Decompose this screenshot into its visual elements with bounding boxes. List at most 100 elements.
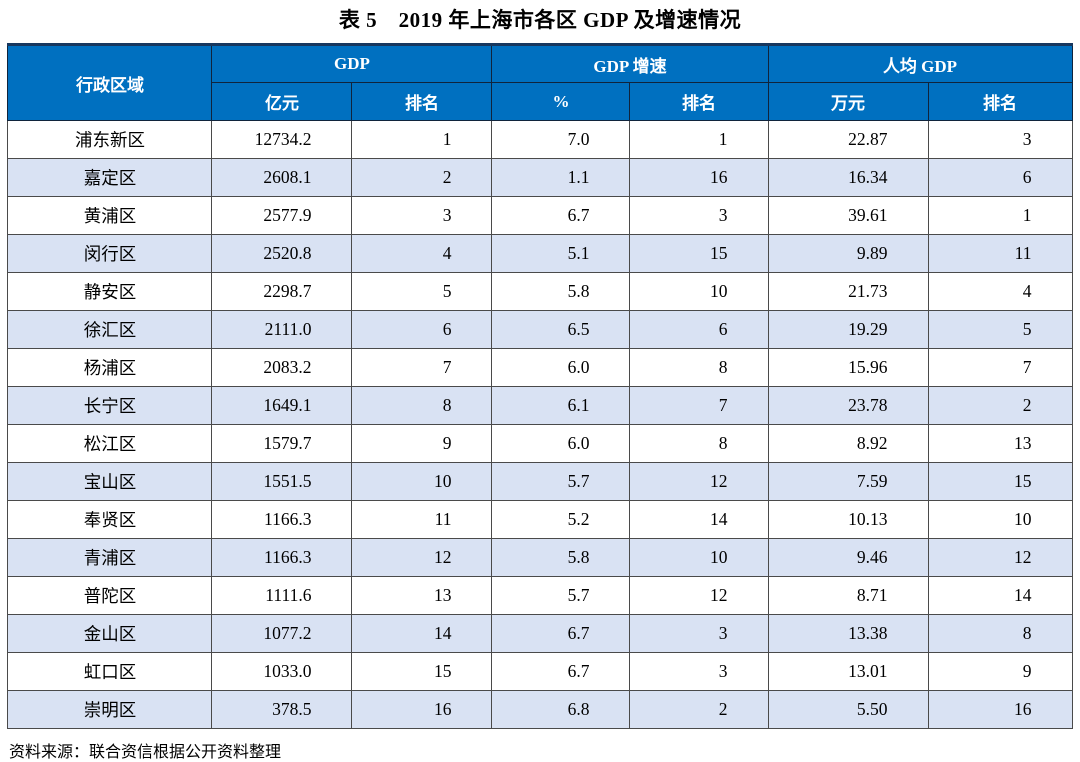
per-capita-rank-cell: 7 — [927, 348, 1073, 387]
gdp-rank-cell: 7 — [351, 348, 493, 387]
table-row: 浦东新区 12734.2 1 7.0 1 22.87 3 — [7, 120, 1073, 159]
growth-value-cell: 6.7 — [491, 196, 631, 235]
header-region: 行政区域 — [7, 44, 213, 121]
gdp-rank-cell: 13 — [351, 576, 493, 615]
gdp-rank-cell: 3 — [351, 196, 493, 235]
per-capita-value-cell: 22.87 — [767, 120, 929, 159]
table-row: 杨浦区 2083.2 7 6.0 8 15.96 7 — [7, 348, 1073, 387]
per-capita-value-cell: 16.34 — [767, 158, 929, 197]
subheader-gdp-unit: 亿元 — [211, 82, 353, 121]
table-body: 浦东新区 12734.2 1 7.0 1 22.87 3 嘉定区 2608.1 … — [7, 120, 1073, 729]
gdp-rank-cell: 11 — [351, 500, 493, 539]
growth-rank-cell: 3 — [629, 652, 769, 691]
table-header: 行政区域 GDP GDP 增速 人均 GDP 亿元 排名 % 排名 万元 排名 — [7, 44, 1073, 121]
growth-value-cell: 5.2 — [491, 500, 631, 539]
gdp-rank-cell: 12 — [351, 538, 493, 577]
growth-rank-cell: 2 — [629, 690, 769, 729]
per-capita-value-cell: 10.13 — [767, 500, 929, 539]
gdp-rank-cell: 8 — [351, 386, 493, 425]
region-cell: 嘉定区 — [7, 158, 213, 197]
region-cell: 宝山区 — [7, 462, 213, 501]
growth-value-cell: 6.5 — [491, 310, 631, 349]
gdp-rank-cell: 1 — [351, 120, 493, 159]
gdp-value-cell: 1033.0 — [211, 652, 353, 691]
growth-rank-cell: 3 — [629, 614, 769, 653]
region-cell: 长宁区 — [7, 386, 213, 425]
growth-rank-cell: 6 — [629, 310, 769, 349]
per-capita-rank-cell: 14 — [927, 576, 1073, 615]
table-row: 崇明区 378.5 16 6.8 2 5.50 16 — [7, 690, 1073, 729]
subheader-growth-unit: % — [491, 82, 631, 121]
gdp-rank-cell: 14 — [351, 614, 493, 653]
per-capita-value-cell: 5.50 — [767, 690, 929, 729]
growth-rank-cell: 7 — [629, 386, 769, 425]
growth-rank-cell: 10 — [629, 538, 769, 577]
per-capita-rank-cell: 12 — [927, 538, 1073, 577]
per-capita-value-cell: 39.61 — [767, 196, 929, 235]
subheader-per-capita-rank: 排名 — [927, 82, 1073, 121]
gdp-rank-cell: 16 — [351, 690, 493, 729]
gdp-rank-cell: 15 — [351, 652, 493, 691]
growth-value-cell: 5.8 — [491, 538, 631, 577]
region-cell: 金山区 — [7, 614, 213, 653]
growth-value-cell: 7.0 — [491, 120, 631, 159]
region-cell: 闵行区 — [7, 234, 213, 273]
per-capita-rank-cell: 6 — [927, 158, 1073, 197]
subheader-per-capita-unit: 万元 — [767, 82, 929, 121]
gdp-value-cell: 2111.0 — [211, 310, 353, 349]
gdp-value-cell: 1579.7 — [211, 424, 353, 463]
growth-value-cell: 6.7 — [491, 652, 631, 691]
per-capita-value-cell: 13.01 — [767, 652, 929, 691]
growth-rank-cell: 1 — [629, 120, 769, 159]
per-capita-rank-cell: 9 — [927, 652, 1073, 691]
per-capita-rank-cell: 8 — [927, 614, 1073, 653]
gdp-value-cell: 2577.9 — [211, 196, 353, 235]
per-capita-value-cell: 7.59 — [767, 462, 929, 501]
gdp-value-cell: 1166.3 — [211, 500, 353, 539]
region-cell: 松江区 — [7, 424, 213, 463]
growth-value-cell: 6.1 — [491, 386, 631, 425]
growth-value-cell: 5.7 — [491, 576, 631, 615]
growth-rank-cell: 3 — [629, 196, 769, 235]
table-row: 金山区 1077.2 14 6.7 3 13.38 8 — [7, 614, 1073, 653]
per-capita-rank-cell: 2 — [927, 386, 1073, 425]
growth-value-cell: 5.8 — [491, 272, 631, 311]
region-cell: 崇明区 — [7, 690, 213, 729]
gdp-rank-cell: 9 — [351, 424, 493, 463]
table-row: 嘉定区 2608.1 2 1.1 16 16.34 6 — [7, 158, 1073, 197]
region-cell: 徐汇区 — [7, 310, 213, 349]
per-capita-value-cell: 19.29 — [767, 310, 929, 349]
growth-rank-cell: 8 — [629, 424, 769, 463]
gdp-rank-cell: 6 — [351, 310, 493, 349]
per-capita-rank-cell: 13 — [927, 424, 1073, 463]
growth-rank-cell: 8 — [629, 348, 769, 387]
per-capita-value-cell: 8.71 — [767, 576, 929, 615]
gdp-value-cell: 2608.1 — [211, 158, 353, 197]
growth-rank-cell: 12 — [629, 462, 769, 501]
growth-value-cell: 5.1 — [491, 234, 631, 273]
growth-rank-cell: 15 — [629, 234, 769, 273]
per-capita-rank-cell: 11 — [927, 234, 1073, 273]
source-note: 资料来源：联合资信根据公开资料整理 — [9, 744, 282, 761]
per-capita-value-cell: 21.73 — [767, 272, 929, 311]
per-capita-rank-cell: 10 — [927, 500, 1073, 539]
growth-rank-cell: 12 — [629, 576, 769, 615]
table-row: 静安区 2298.7 5 5.8 10 21.73 4 — [7, 272, 1073, 311]
gdp-rank-cell: 4 — [351, 234, 493, 273]
growth-value-cell: 6.0 — [491, 424, 631, 463]
region-cell: 普陀区 — [7, 576, 213, 615]
table-title: 表 5 2019 年上海市各区 GDP 及增速情况 — [338, 8, 742, 32]
header-group-gdp: GDP — [211, 44, 493, 83]
per-capita-rank-cell: 4 — [927, 272, 1073, 311]
per-capita-value-cell: 9.46 — [767, 538, 929, 577]
per-capita-value-cell: 8.92 — [767, 424, 929, 463]
per-capita-value-cell: 13.38 — [767, 614, 929, 653]
table-row: 宝山区 1551.5 10 5.7 12 7.59 15 — [7, 462, 1073, 501]
gdp-value-cell: 12734.2 — [211, 120, 353, 159]
per-capita-rank-cell: 15 — [927, 462, 1073, 501]
per-capita-rank-cell: 3 — [927, 120, 1073, 159]
header-group-gdp-growth: GDP 增速 — [491, 44, 769, 83]
region-cell: 杨浦区 — [7, 348, 213, 387]
subheader-growth-rank: 排名 — [629, 82, 769, 121]
